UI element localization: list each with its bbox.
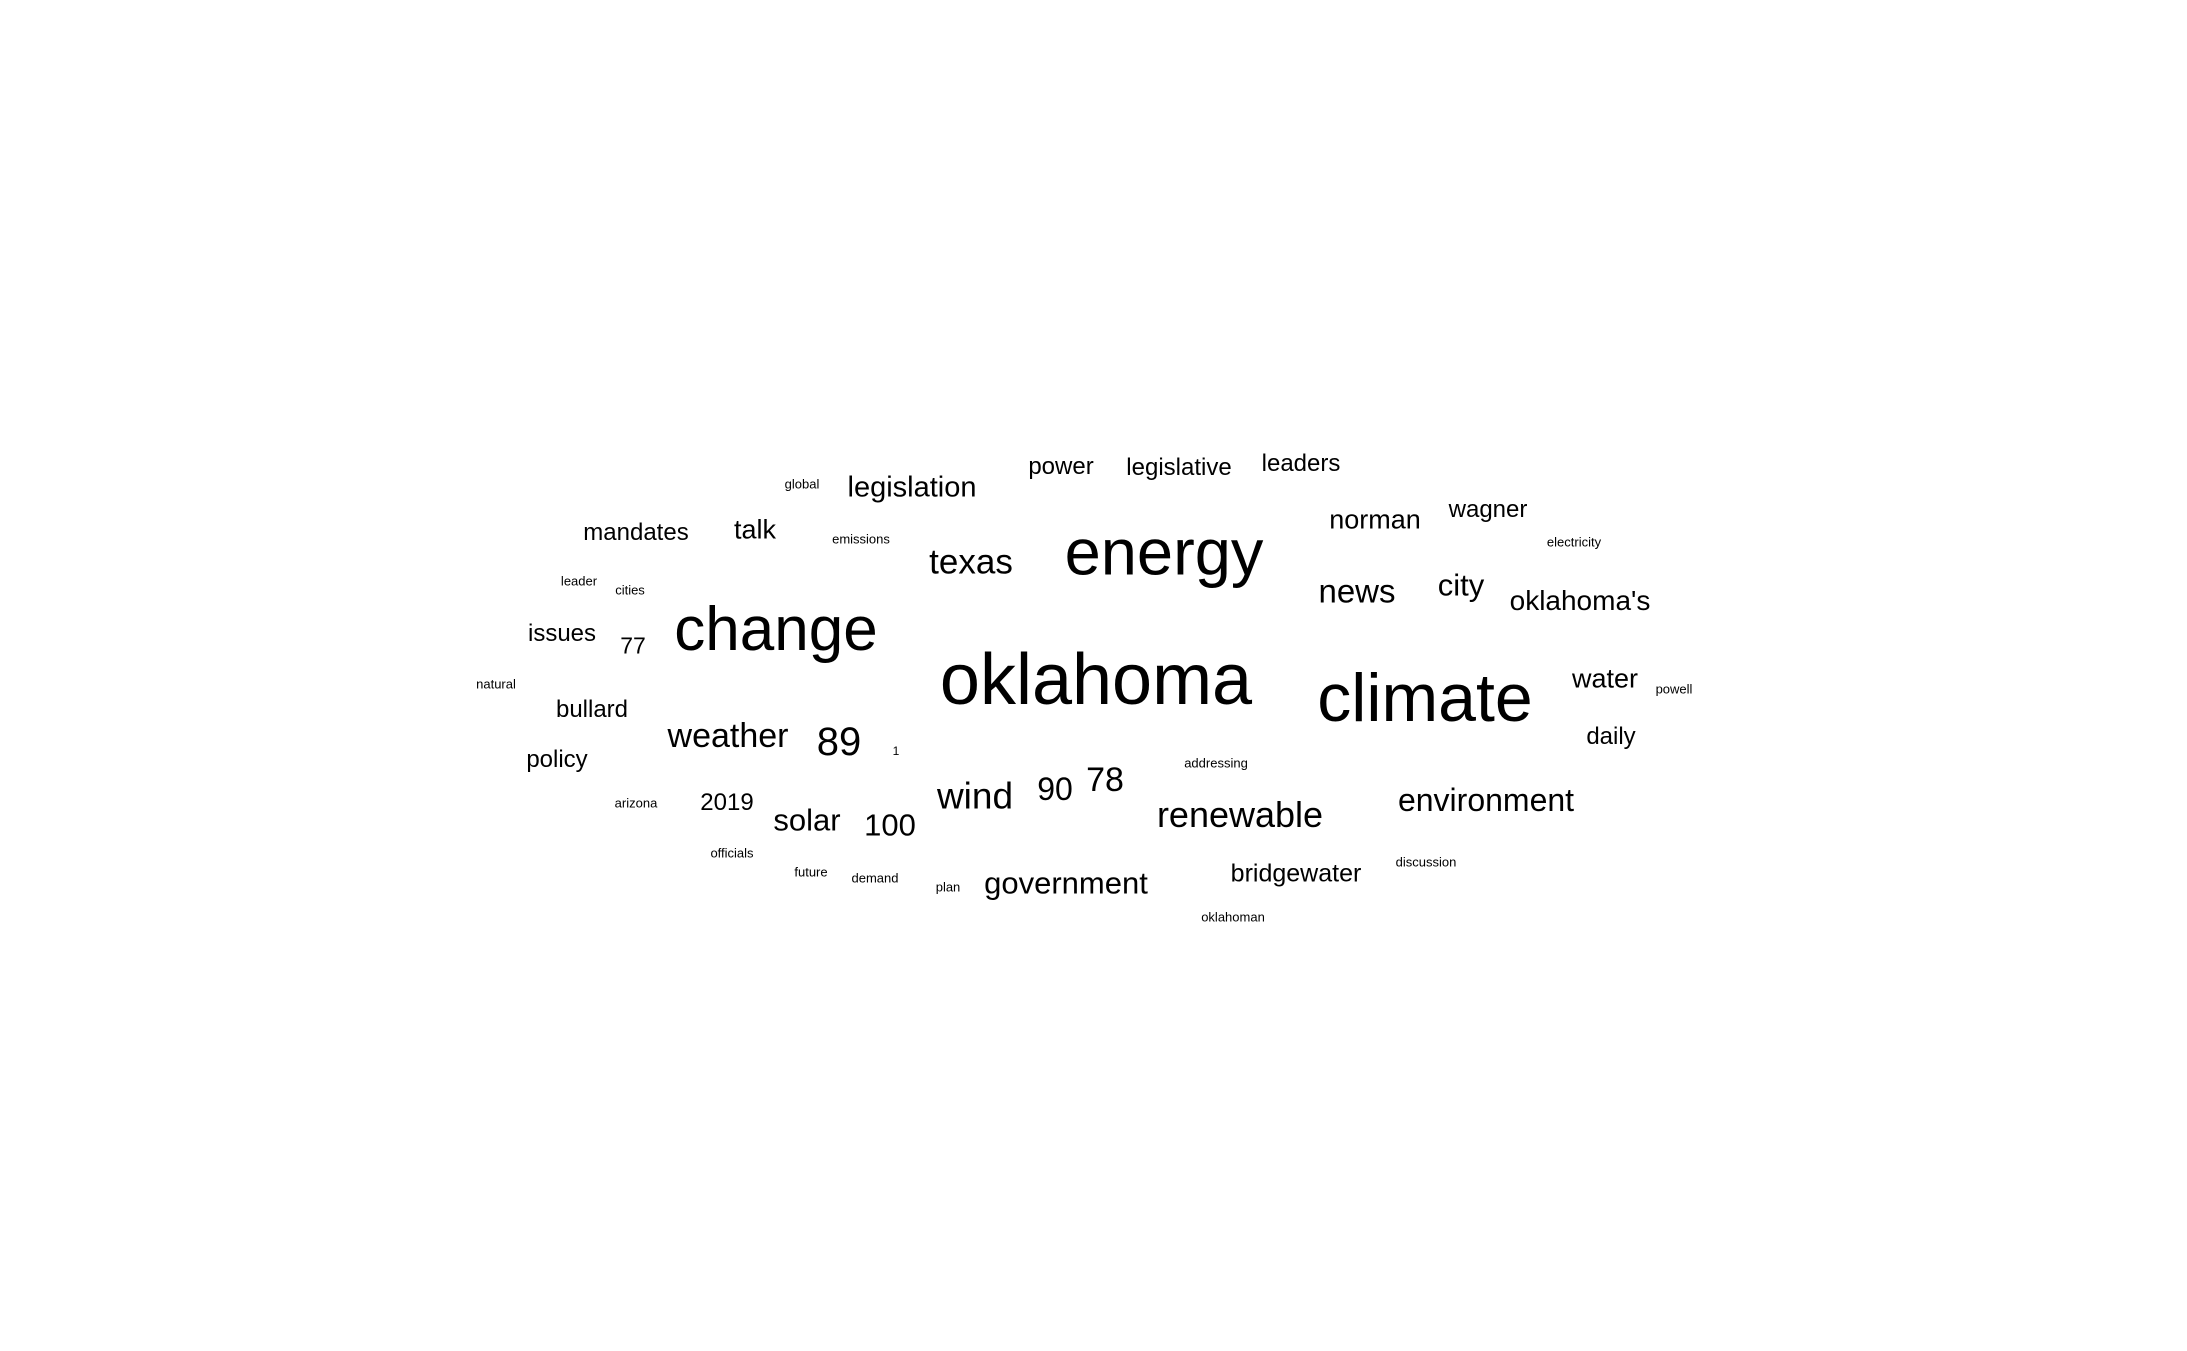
cloud-word: renewable [1156,794,1324,835]
cloud-word: 100 [864,807,916,843]
cloud-word: city [1437,567,1485,603]
cloud-word: policy [526,746,588,773]
cloud-word: power [1028,453,1094,480]
cloud-word: discussion [1395,854,1457,870]
cloud-word: arizona [614,795,658,811]
cloud-word: environment [1397,782,1575,818]
cloud-word: legislation [847,471,977,504]
cloud-word: 2019 [700,789,754,816]
cloud-word: change [674,595,878,664]
cloud-word: energy [1064,515,1264,589]
cloud-word: oklahoman [1201,909,1265,925]
cloud-word: bullard [555,696,629,723]
cloud-word: news [1318,572,1396,610]
cloud-word: global [784,476,820,492]
cloud-word: mandates [583,519,689,546]
cloud-word: natural [476,676,516,692]
cloud-word: norman [1329,504,1421,535]
cloud-word: talk [733,514,777,545]
cloud-word: electricity [1546,534,1602,550]
cloud-word: bridgewater [1230,859,1362,888]
cloud-word: oklahoma [939,640,1253,720]
cloud-word: powell [1655,681,1693,697]
cloud-word: oklahoma's [1509,585,1651,616]
cloud-word: daily [1586,723,1636,750]
cloud-word: 77 [620,632,646,659]
cloud-word: legislative [1126,454,1232,481]
cloud-word: demand [851,870,899,886]
cloud-word: 89 [816,720,862,764]
cloud-word: officials [710,845,754,861]
cloud-word: wind [936,775,1014,817]
cloud-word: climate [1317,660,1533,736]
cloud-word: future [794,864,828,880]
cloud-word: leader [560,573,598,589]
cloud-word: solar [773,802,841,838]
cloud-word: weather [667,717,789,755]
cloud-word: emissions [832,531,890,547]
cloud-word: leaders [1261,450,1341,477]
cloud-word: addressing [1184,755,1248,771]
cloud-word: 1 [892,744,900,758]
cloud-word: government [984,865,1148,901]
cloud-word: plan [935,879,961,895]
cloud-word: 78 [1086,761,1124,799]
cloud-word: water [1571,663,1639,694]
cloud-word: texas [929,542,1013,582]
cloud-word: wagner [1448,496,1528,523]
cloud-word: issues [527,620,597,647]
cloud-word: cities [615,582,645,598]
cloud-word: 90 [1037,771,1073,807]
